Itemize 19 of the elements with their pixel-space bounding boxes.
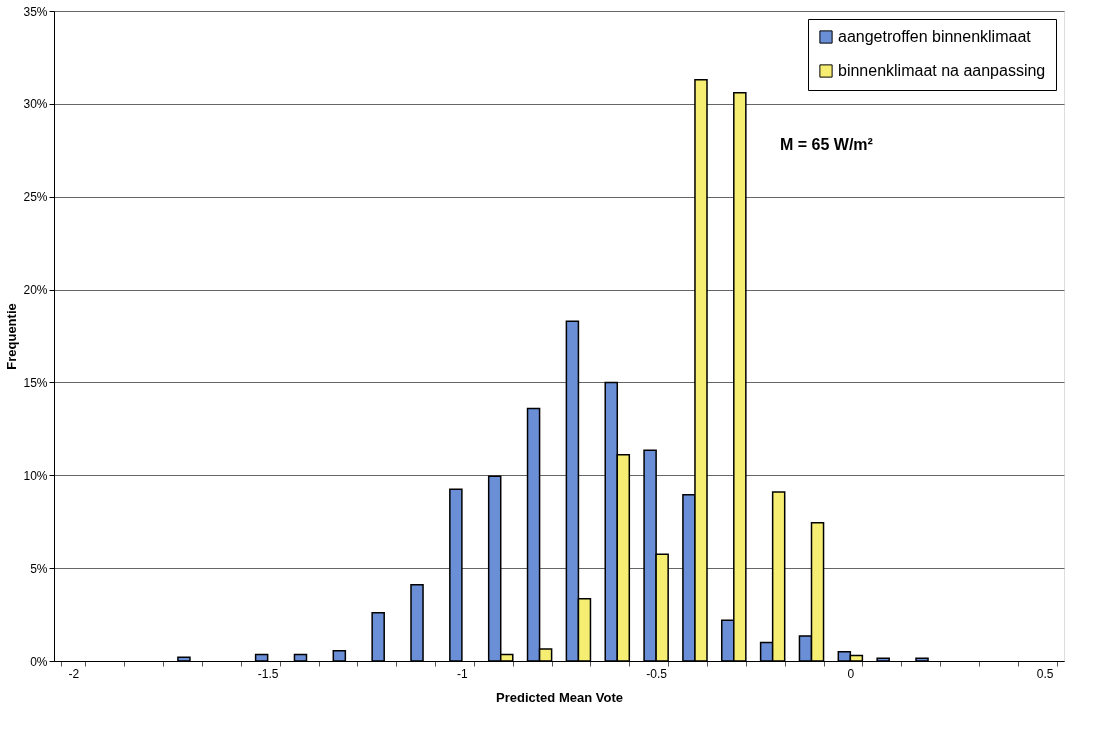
y-tick-label: 35% — [23, 4, 48, 19]
y-tick-label: 0% — [30, 654, 48, 669]
x-tick-label: 0.5 — [1036, 666, 1054, 681]
y-tick-label: 30% — [23, 97, 48, 112]
y-tick-label: 10% — [23, 468, 48, 483]
y-tick-label: 25% — [23, 190, 48, 205]
y-tick-label: 20% — [23, 283, 48, 298]
y-tick-label: 15% — [23, 375, 48, 390]
y-axis-title: Frequentie — [4, 303, 20, 370]
x-tick-label: 0 — [847, 666, 855, 681]
annotation: M = 65 W/m² — [780, 136, 873, 153]
legend-label: binnenklimaat na aanpassing — [838, 62, 1046, 79]
x-tick-label: -0.5 — [646, 666, 668, 681]
x-tick-label: -1.5 — [257, 666, 279, 681]
legend-label: aangetroffen binnenklimaat — [838, 28, 1032, 45]
x-tick-label: -1 — [457, 666, 469, 681]
x-axis-title: Predicted Mean Vote — [496, 689, 623, 705]
y-tick-label: 5% — [30, 561, 48, 576]
x-tick-label: -2 — [68, 666, 80, 681]
